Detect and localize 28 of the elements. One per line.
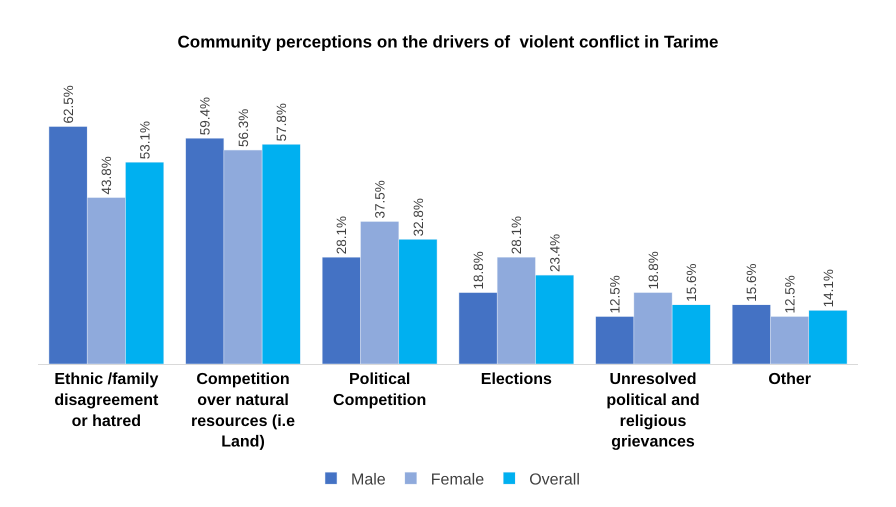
data-label: 53.1% [137, 120, 152, 160]
legend-label: Female [430, 471, 484, 488]
data-label: 18.8% [470, 251, 486, 290]
x-tick-label: Unresolved political and religious grievances [606, 371, 700, 451]
x-tick-label: Other [768, 371, 812, 388]
x-tick-label: Ethnic /family disagreement or hatred [54, 371, 160, 430]
data-label: 56.3% [236, 108, 251, 148]
data-label: 23.4% [547, 234, 562, 272]
data-label: 12.5% [608, 275, 623, 314]
x-tick-label: Competition over natural resources (i.e Land) [190, 371, 296, 451]
data-label: 62.5% [60, 85, 76, 124]
x-tick-label: Elections [480, 371, 552, 388]
data-label: 14.1% [820, 269, 836, 308]
x-tick-label: Political Competition [333, 371, 426, 409]
data-label: 59.4% [198, 97, 213, 136]
data-label: 57.8% [274, 103, 290, 142]
data-label: 12.5% [782, 275, 798, 314]
data-label: 32.8% [410, 198, 426, 236]
data-label: 28.1% [509, 216, 524, 254]
data-label: 28.1% [334, 216, 350, 254]
data-label: 43.8% [99, 156, 114, 195]
chart-title: Community perceptions on the drivers of violent conflict in Tarime [178, 32, 718, 52]
legend-label: Male [351, 471, 386, 488]
data-label: 18.8% [646, 251, 661, 290]
data-label: 37.5% [372, 180, 388, 218]
data-label: 15.6% [744, 263, 760, 302]
legend-label: Overall [529, 471, 580, 488]
data-label: 15.6% [684, 263, 700, 302]
